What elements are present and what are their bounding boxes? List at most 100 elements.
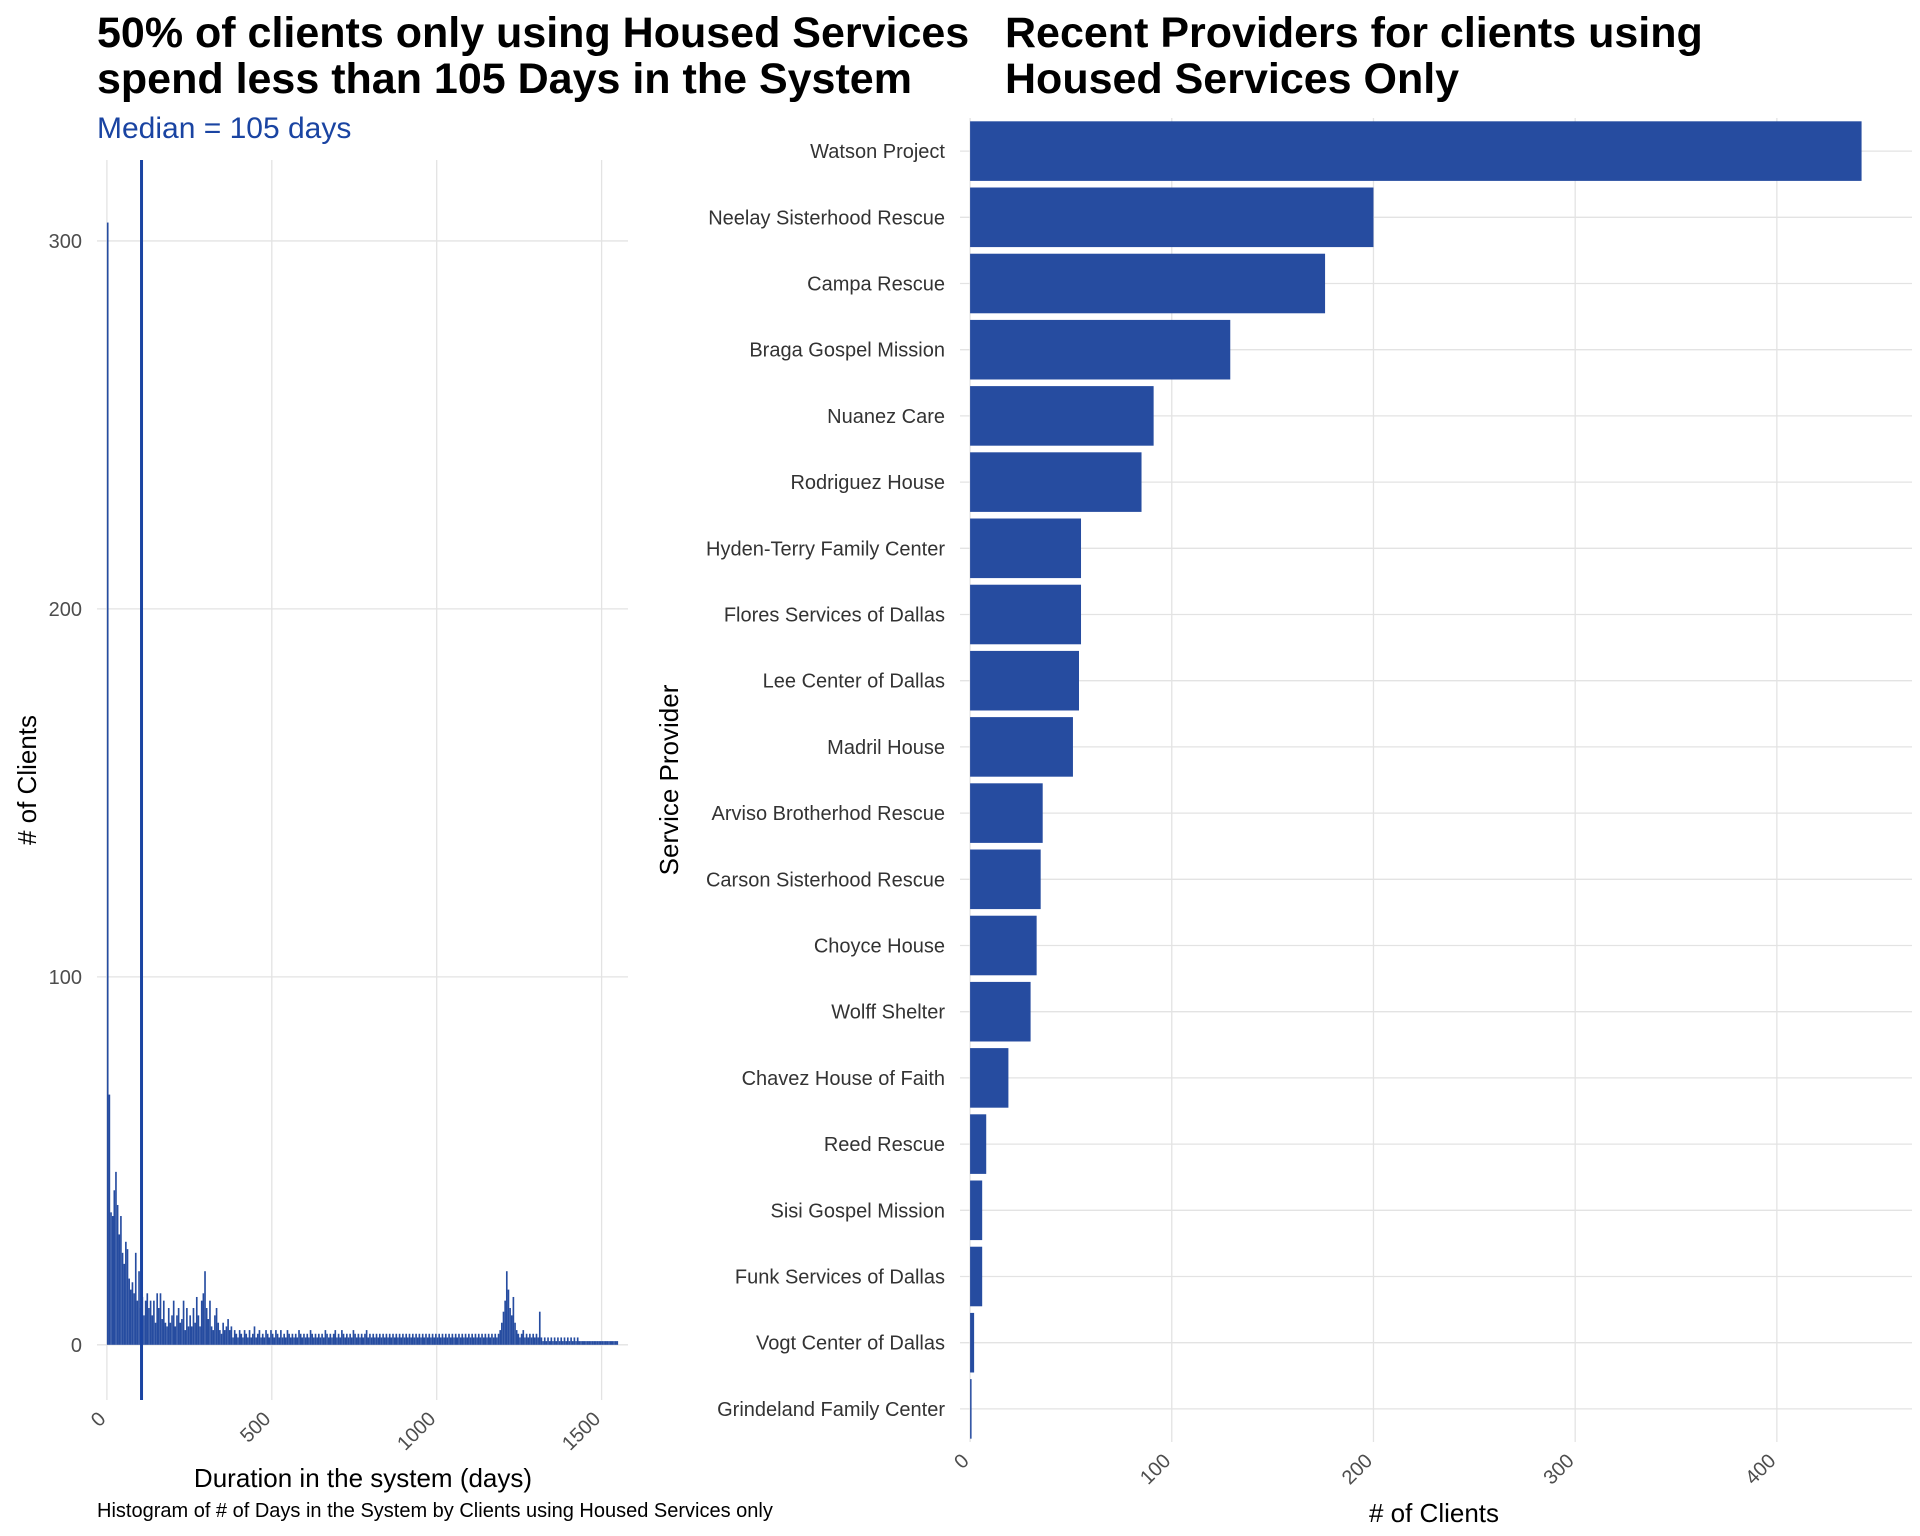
- histogram-bar: [129, 1289, 132, 1345]
- histogram-bar: [237, 1337, 239, 1345]
- provider-bar: [970, 1114, 987, 1174]
- histogram-bar: [289, 1337, 292, 1345]
- histogram-bar: [123, 1263, 126, 1345]
- histogram-bar: [235, 1333, 238, 1345]
- histogram-bar: [228, 1330, 231, 1345]
- histogram-bar: [253, 1326, 256, 1345]
- histogram-bar: [510, 1315, 513, 1345]
- histogram-bar: [538, 1311, 541, 1345]
- provider-x-tick-label: 100: [1136, 1450, 1175, 1489]
- histogram-bar: [609, 1341, 612, 1345]
- histogram-bar: [418, 1333, 421, 1345]
- histogram-bar: [364, 1333, 366, 1345]
- histogram-bar: [209, 1300, 211, 1345]
- histogram-bar: [306, 1333, 309, 1345]
- histogram-bar: [598, 1341, 600, 1345]
- histogram-x-ticks: 0 500 1000 1500: [87, 1408, 605, 1455]
- histogram-bar: [571, 1341, 574, 1345]
- histogram-bar: [219, 1330, 221, 1345]
- histogram-bar: [283, 1333, 285, 1345]
- histogram-bar: [265, 1330, 267, 1345]
- histogram-bar: [243, 1330, 246, 1345]
- histogram-bar: [176, 1315, 178, 1345]
- histogram-bar: [365, 1330, 368, 1345]
- histogram-bar: [552, 1341, 554, 1345]
- histogram-bar: [476, 1337, 478, 1345]
- histogram-bar: [154, 1322, 157, 1345]
- histogram-bar: [311, 1333, 314, 1345]
- histogram-bar: [570, 1337, 572, 1345]
- histogram-bar: [111, 1216, 114, 1345]
- right-chart-title-line-2: Housed Services Only: [1005, 55, 1460, 103]
- histogram-bar: [486, 1337, 488, 1345]
- histogram-bar: [270, 1330, 272, 1345]
- provider-x-tick-label: 0: [950, 1450, 973, 1473]
- histogram-bar: [304, 1337, 307, 1345]
- histogram-bar: [377, 1337, 379, 1345]
- provider-bar: [970, 1048, 1009, 1108]
- histogram-bar: [261, 1333, 264, 1345]
- histogram-caption: Histogram of # of Days in the System by …: [97, 1500, 773, 1522]
- histogram-bar: [515, 1330, 518, 1345]
- histogram-bar: [575, 1341, 577, 1345]
- histogram-bar: [463, 1337, 465, 1345]
- histogram-bar: [126, 1249, 129, 1345]
- histogram-bar: [273, 1337, 276, 1345]
- histogram-bar: [505, 1271, 508, 1345]
- histogram-bar: [374, 1337, 376, 1345]
- histogram-bar: [566, 1337, 569, 1345]
- histogram-bar: [260, 1337, 262, 1345]
- histogram-bar: [466, 1337, 469, 1345]
- histogram-bar: [248, 1330, 251, 1345]
- histogram-bar: [164, 1322, 167, 1345]
- histogram-bar: [186, 1308, 188, 1345]
- histogram-bar: [174, 1326, 177, 1345]
- histogram-bar: [431, 1333, 434, 1345]
- histogram-bar: [214, 1315, 216, 1345]
- histogram-bar: [281, 1337, 284, 1345]
- provider-bar: [970, 518, 1082, 579]
- histogram-y-tick-label: 100: [49, 967, 82, 989]
- histogram-bar: [540, 1337, 543, 1345]
- histogram-bar: [501, 1322, 503, 1345]
- histogram-bar: [487, 1333, 490, 1345]
- histogram-bar: [601, 1341, 604, 1345]
- histogram-bar: [580, 1341, 582, 1345]
- histogram-bar: [568, 1341, 571, 1345]
- histogram-bar: [535, 1333, 538, 1345]
- histogram-bar: [303, 1333, 305, 1345]
- histogram-grid: [97, 160, 628, 1400]
- histogram-bar: [167, 1308, 170, 1345]
- provider-category-label: Madril House: [827, 737, 945, 759]
- histogram-bar: [616, 1341, 619, 1345]
- histogram-bar: [413, 1337, 416, 1345]
- histogram-bar: [509, 1308, 511, 1345]
- histogram-bar: [121, 1252, 124, 1345]
- histogram-bar: [395, 1333, 398, 1345]
- provider-category-labels: Watson Project Neelay Sisterhood Rescue Ca…: [706, 141, 945, 1421]
- histogram-bar: [468, 1333, 470, 1345]
- histogram-bar: [608, 1341, 610, 1345]
- histogram-bar: [387, 1337, 389, 1345]
- histogram-bar: [481, 1333, 483, 1345]
- histogram-bar: [410, 1337, 412, 1345]
- histogram-bar: [482, 1337, 485, 1345]
- provider-bar: [970, 1312, 975, 1373]
- histogram-bar: [172, 1300, 175, 1345]
- provider-category-label: Chavez House of Faith: [742, 1068, 945, 1090]
- histogram-bar: [189, 1315, 191, 1345]
- provider-category-label: Arviso Brotherhod Rescue: [712, 803, 945, 825]
- histogram-bar: [408, 1333, 411, 1345]
- histogram-bar: [578, 1341, 581, 1345]
- provider-category-label: Lee Center of Dallas: [763, 671, 945, 693]
- histogram-bar: [425, 1333, 427, 1345]
- histogram-bar: [405, 1333, 408, 1345]
- histogram-y-axis-title: # of Clients: [12, 715, 42, 845]
- histogram-bar: [440, 1337, 442, 1345]
- histogram-bar: [108, 1094, 111, 1345]
- histogram-bar: [207, 1319, 210, 1345]
- histogram-bar: [352, 1330, 355, 1345]
- histogram-bar: [194, 1322, 196, 1345]
- provider-bar: [970, 717, 1073, 777]
